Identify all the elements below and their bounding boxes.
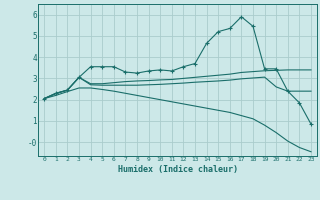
X-axis label: Humidex (Indice chaleur): Humidex (Indice chaleur) [118,165,238,174]
